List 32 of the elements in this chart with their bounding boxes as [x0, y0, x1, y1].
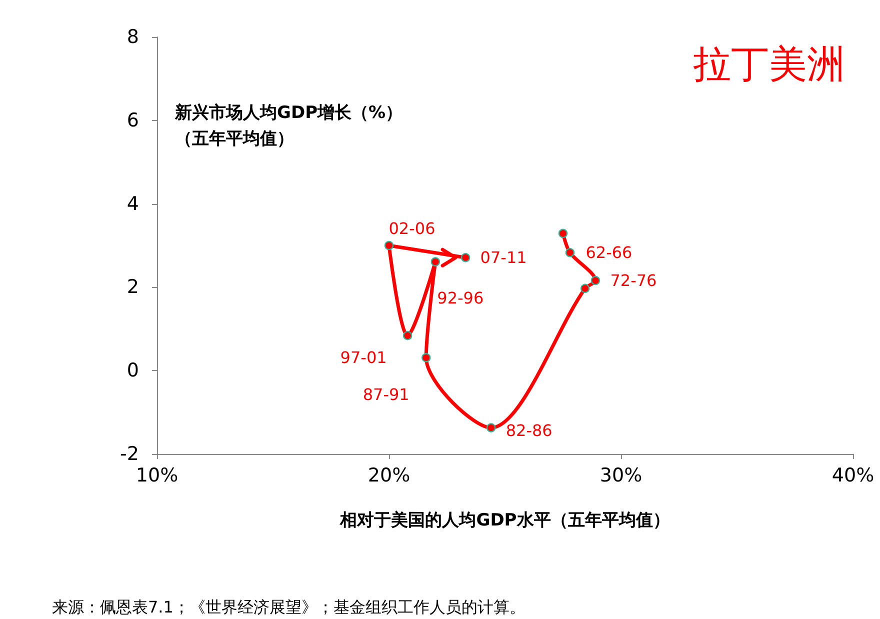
point	[384, 240, 394, 250]
annotation: 02-06	[388, 219, 436, 238]
y-axis-title: 新兴市场人均GDP增长（%）（五年平均值）	[174, 103, 403, 149]
annotation: 07-11	[480, 248, 527, 268]
chart-title: 拉丁美洲	[693, 42, 845, 86]
annotation: 87-91	[362, 385, 410, 404]
y-tick-label: 2	[126, 276, 139, 298]
point	[402, 330, 412, 340]
annotation: 82-86	[506, 421, 552, 440]
point	[565, 248, 575, 258]
y-tick-label: 0	[126, 360, 139, 382]
y-tick-label: -2	[120, 443, 139, 465]
annotation: 92-96	[437, 288, 484, 308]
y-tick-label: 6	[126, 109, 139, 132]
point	[460, 252, 470, 262]
source-note: 来源：佩恩表7.1；《世界经济展望》；基金组织工作人员的计算。	[52, 598, 526, 616]
annotation: 72-76	[610, 271, 657, 290]
annotation: 62-66	[586, 243, 632, 262]
point	[486, 423, 496, 432]
point	[590, 276, 600, 286]
point	[558, 228, 568, 238]
point	[430, 257, 440, 266]
x-axis-title: 相对于美国的人均GDP水平（五年平均值）	[339, 510, 670, 530]
x-tick-label: 40%	[832, 464, 874, 486]
point	[422, 353, 431, 362]
x-tick-label: 10%	[136, 464, 178, 486]
y-tick-label: 4	[126, 192, 139, 215]
x-tick-label: 30%	[600, 464, 642, 486]
y-tick-label: 8	[126, 26, 139, 48]
x-tick-label: 20%	[368, 464, 410, 486]
annotation: 97-01	[340, 348, 387, 368]
point	[580, 284, 590, 294]
